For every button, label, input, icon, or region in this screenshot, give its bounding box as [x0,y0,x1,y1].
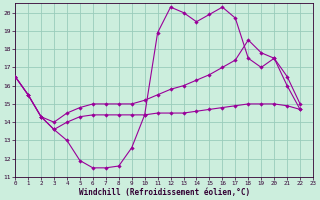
X-axis label: Windchill (Refroidissement éolien,°C): Windchill (Refroidissement éolien,°C) [78,188,250,197]
